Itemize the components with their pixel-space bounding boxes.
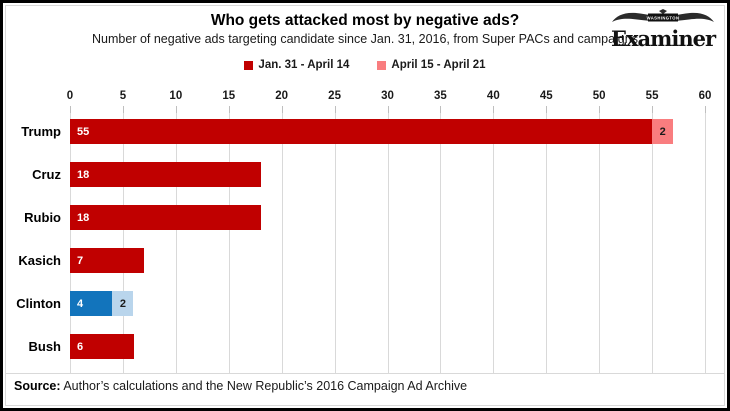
axis-tick-label: 25: [328, 90, 341, 102]
page-title: Who gets attacked most by negative ads?: [210, 12, 520, 29]
gridline: [281, 113, 283, 373]
bar-track: 6: [70, 334, 705, 359]
bar-value-label: 6: [77, 340, 84, 353]
bar-value-label: 2: [119, 297, 126, 310]
svg-text:WASHINGTON: WASHINGTON: [647, 16, 680, 21]
category-label: Trump: [21, 124, 61, 139]
bar-track: 55 2: [70, 119, 705, 144]
plot-rows: Trump 55 2 Cruz 18 Rubio 18 Kasich 7 Clinton 4 2 Bus…: [6, 113, 724, 373]
bar-segment-main: 55: [70, 119, 653, 144]
bar-segment-secondary: 2: [112, 291, 134, 316]
axis-tick-label: 50: [592, 90, 606, 102]
examiner-logo: WASHINGTON Examiner: [607, 9, 719, 49]
legend-label-period2: April 15 - April 21: [391, 59, 486, 71]
legend: Jan. 31 - April 14 April 15 - April 21: [6, 59, 724, 71]
gridline: [228, 113, 230, 373]
axis-tick-mark: [652, 106, 654, 113]
axis-tick-label: 20: [275, 90, 289, 102]
bar-segment-secondary: 2: [652, 119, 674, 144]
bar-row: Kasich 7: [6, 248, 724, 291]
bar-track: 7: [70, 248, 705, 273]
bar-value-label: 4: [77, 297, 84, 310]
gridline: [70, 113, 71, 373]
gridline: [334, 113, 336, 373]
gridline: [122, 113, 124, 373]
gridline: [493, 113, 495, 373]
axis-tick-label: 0: [66, 90, 74, 102]
bar-row: Trump 55 2: [6, 119, 724, 162]
x-axis: 0 5 10 15 20 25 30 35 40 45 50 55 60: [66, 90, 712, 104]
gridline: [546, 113, 548, 373]
source-note: Source: Author’s calculations and the Ne…: [6, 373, 724, 393]
chart-area: 0 5 10 15 20 25 30 35 40 45 50 55 60 Trump 55 2 Cruz 18 R…: [6, 90, 724, 373]
bar-row: Bush 6: [6, 334, 724, 377]
axis-tick-label: 60: [698, 90, 712, 102]
axis-tick-label: 45: [539, 90, 553, 102]
axis-tick-label: 15: [222, 90, 236, 102]
bar-row: Rubio 18: [6, 205, 724, 248]
source-text: Author’s calculations and the New Republ…: [60, 379, 468, 393]
axis-tick-label: 30: [381, 90, 394, 102]
bar-value-label: 55: [77, 125, 90, 138]
bar-segment-main: 18: [70, 205, 261, 230]
examiner-wordmark: Examiner: [610, 26, 716, 51]
axis-tick-label: 5: [119, 90, 127, 102]
gridline: [705, 113, 706, 373]
legend-swatch-dark-red: [244, 60, 254, 70]
axis-tick-mark: [70, 106, 71, 113]
axis-tick-mark: [281, 106, 283, 113]
legend-item-period2: April 15 - April 21: [377, 59, 486, 71]
axis-tick-label: 35: [434, 90, 447, 102]
bar-row: Cruz 18: [6, 162, 724, 205]
bar-value-label: 18: [77, 168, 90, 181]
gridline: [599, 113, 601, 373]
axis-tick-mark: [334, 106, 336, 113]
axis-tick-mark: [705, 106, 706, 113]
chart-subtitle: Number of negative ads targeting candida…: [92, 32, 638, 46]
gridline: [652, 113, 654, 373]
gridline: [175, 113, 177, 373]
bar-track: 18: [70, 205, 705, 230]
axis-tick-mark: [493, 106, 495, 113]
axis-tick-mark: [175, 106, 177, 113]
source-label: Source:: [14, 379, 61, 393]
axis-tick-mark: [440, 106, 442, 113]
axis-tick-label: 10: [169, 90, 183, 102]
gridlines: [70, 113, 706, 373]
bar-value-label: 7: [77, 254, 84, 267]
bar-segment-main: 7: [70, 248, 145, 273]
legend-swatch-salmon: [377, 60, 387, 70]
plot-area: Trump 55 2 Cruz 18 Rubio 18 Kasich 7 Clinton 4 2 Bus…: [6, 113, 724, 373]
bar-segment-main: 4: [70, 291, 113, 316]
category-label: Rubio: [24, 210, 61, 225]
axis-tick-mark: [387, 106, 389, 113]
bar-segment-main: 6: [70, 334, 134, 359]
axis-tick-mark: [122, 106, 124, 113]
axis-tick-mark: [546, 106, 548, 113]
bar-value-label: 18: [77, 211, 90, 224]
category-label: Clinton: [16, 296, 61, 311]
x-axis-ticks: [70, 104, 706, 113]
bar-segment-main: 18: [70, 162, 261, 187]
category-label: Bush: [28, 339, 62, 354]
bar-row: Clinton 4 2: [6, 291, 724, 334]
bar-track: 18: [70, 162, 705, 187]
axis-tick-label: 55: [645, 90, 659, 102]
legend-item-period1: Jan. 31 - April 14: [244, 59, 349, 71]
axis-tick-label: 40: [486, 90, 500, 102]
axis-tick-mark: [228, 106, 230, 113]
category-label: Kasich: [18, 253, 61, 268]
legend-label-period1: Jan. 31 - April 14: [258, 59, 350, 71]
gridline: [440, 113, 442, 373]
eagle-icon: WASHINGTON: [612, 9, 714, 22]
chart-card-inner: WASHINGTON Examiner Who gets attacked mo…: [5, 5, 725, 406]
gridline: [387, 113, 389, 373]
category-label: Cruz: [32, 167, 61, 182]
bar-value-label: 2: [659, 125, 666, 138]
axis-tick-mark: [599, 106, 601, 113]
